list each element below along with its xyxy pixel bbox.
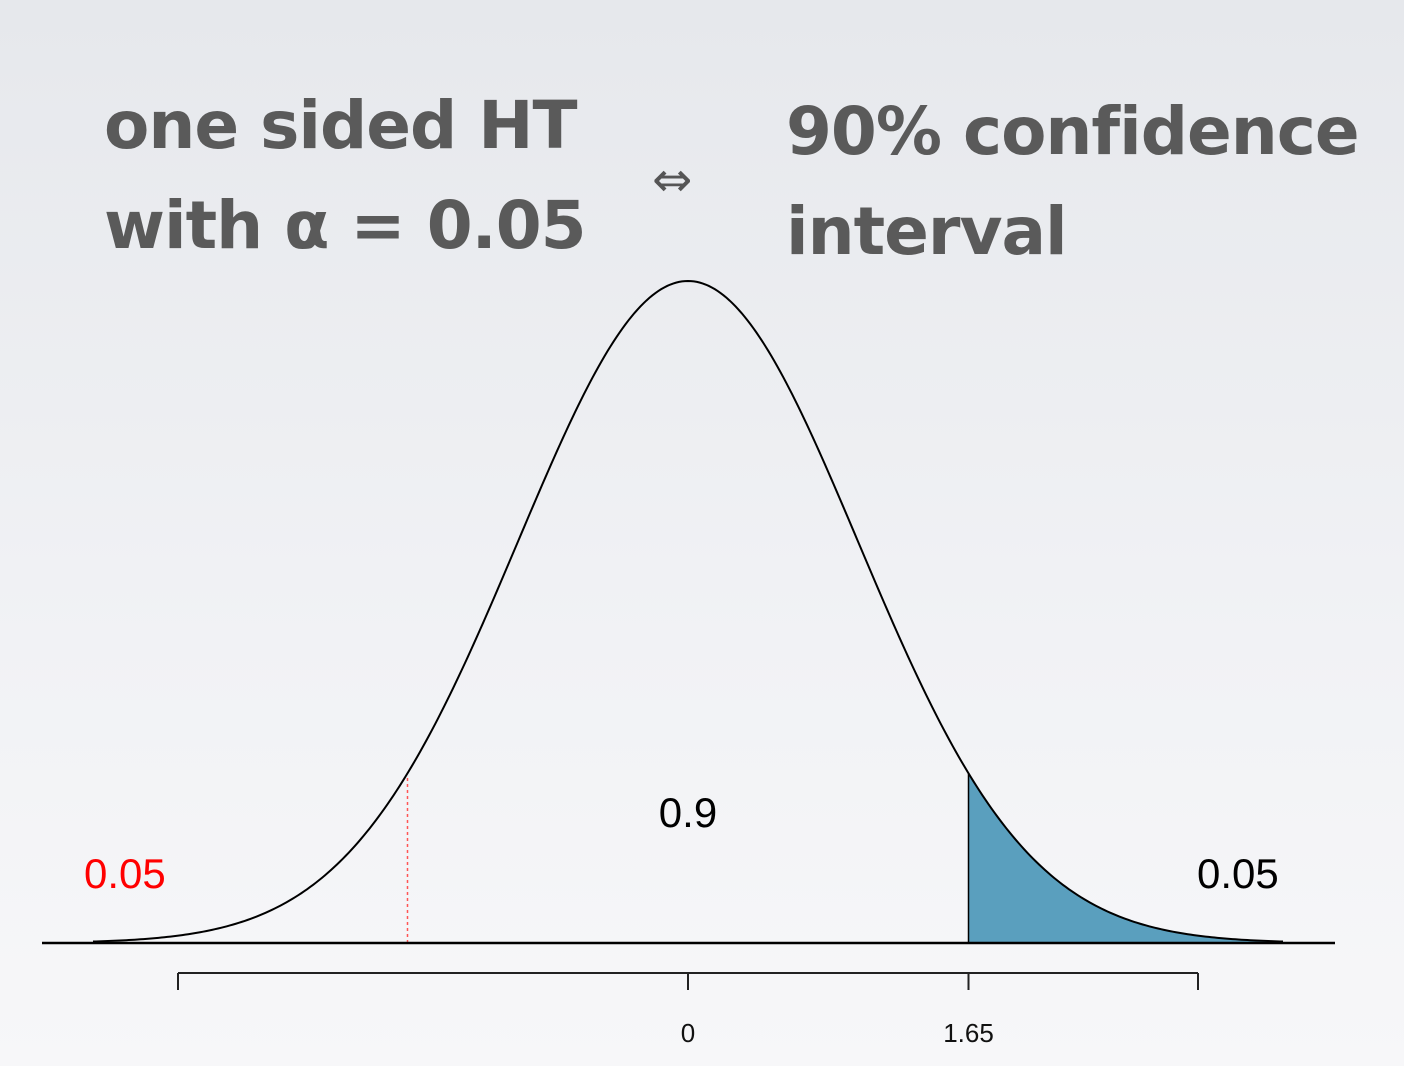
right-tail-label: 0.05 — [1197, 850, 1279, 897]
heading-left-line-2: with α = 0.05 — [104, 187, 587, 264]
tick-label-zero: 0 — [681, 1018, 695, 1048]
heading-left-line-1: one sided HT — [104, 87, 577, 164]
heading-right-line-2: interval — [786, 193, 1068, 270]
left-tail-label: 0.05 — [84, 850, 166, 897]
density-curve — [92, 279, 1284, 943]
right-tail-shaded-area — [968, 773, 1283, 943]
equivalence-icon: ⇔ — [652, 152, 693, 208]
confidence-interval-heading: 90% confidence interval — [786, 82, 1360, 282]
middle-area-label: 0.9 — [659, 789, 717, 836]
heading-right-line-1: 90% confidence — [786, 93, 1360, 170]
tick-label-critical: 1.65 — [943, 1018, 994, 1048]
hypothesis-test-heading: one sided HT with α = 0.05 — [104, 76, 587, 276]
